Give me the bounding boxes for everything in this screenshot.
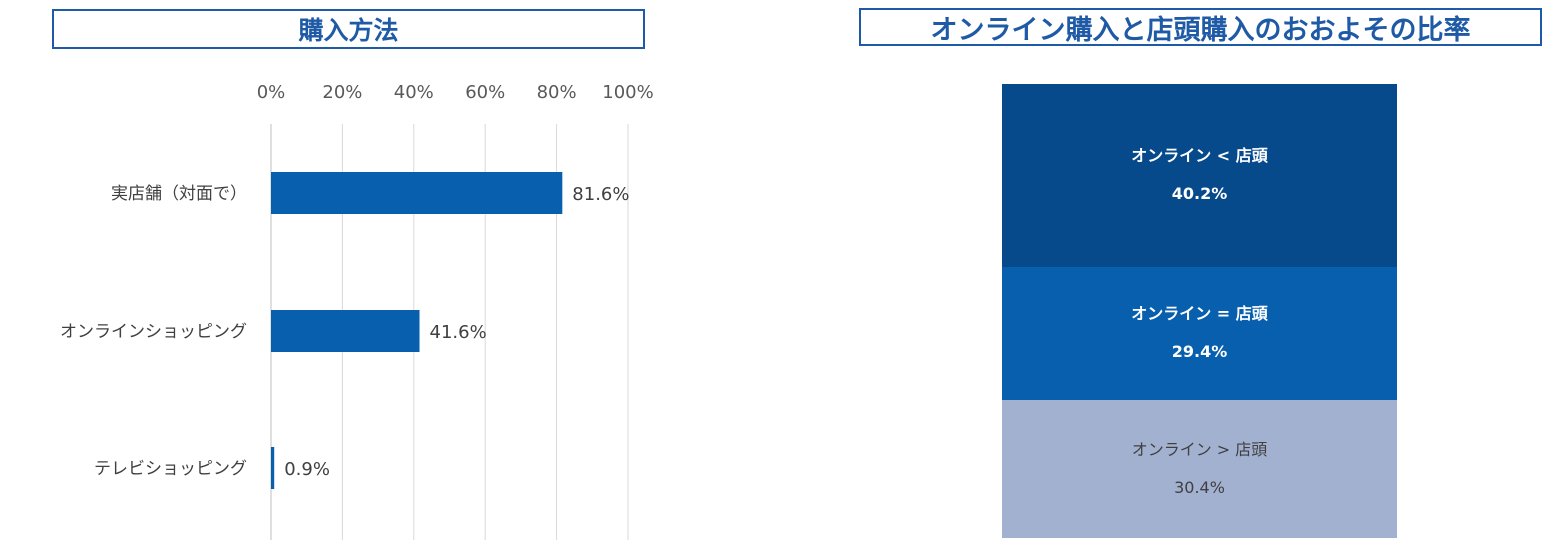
- category-label: 実店舗（対面で）: [111, 184, 247, 204]
- segment-value-label: 40.2%: [1171, 184, 1228, 204]
- x-tick-label: 80%: [537, 82, 577, 103]
- right-chart-title: オンライン購入と店頭購入のおおよその比率: [859, 8, 1542, 46]
- bars: [271, 172, 563, 489]
- value-label: 41.6%: [430, 322, 487, 343]
- x-tick-label: 100%: [602, 82, 653, 103]
- x-tick-labels: 0% 20% 40% 60% 80% 100%: [257, 82, 654, 103]
- value-label: 81.6%: [572, 184, 629, 205]
- category-label: オンラインショッピング: [60, 322, 247, 342]
- segment-value-label: 29.4%: [1171, 342, 1228, 362]
- purchase-method-bar-chart: 0% 20% 40% 60% 80% 100% 実店舗（対面で） オンラインショッピングテレ…: [60, 82, 654, 540]
- value-labels: 81.6% 41.6% 0.9%: [284, 184, 629, 480]
- x-tick-label: 40%: [394, 82, 434, 103]
- x-tick-label: 20%: [322, 82, 362, 103]
- stack-segment: オンライン < 店頭 40.2%: [1002, 84, 1397, 267]
- category-label: テレビショッピング: [94, 459, 247, 479]
- value-label: 0.9%: [284, 459, 330, 480]
- segment-label: オンライン < 店頭: [1131, 146, 1268, 166]
- segment-label: オンライン = 店頭: [1131, 304, 1268, 324]
- segment-value-label: 30.4%: [1174, 477, 1225, 497]
- left-chart-title: 購入方法: [52, 9, 645, 49]
- x-tick-label: 60%: [465, 82, 505, 103]
- stack-segment: オンライン = 店頭 29.4%: [1002, 266, 1397, 400]
- bar: [271, 447, 275, 489]
- segment-label: オンライン > 店頭: [1131, 439, 1268, 459]
- bar: [271, 310, 420, 352]
- x-tick-label: 0%: [257, 82, 286, 103]
- stack-segment: オンライン > 店頭 30.4%: [1002, 399, 1397, 538]
- bar: [271, 172, 563, 214]
